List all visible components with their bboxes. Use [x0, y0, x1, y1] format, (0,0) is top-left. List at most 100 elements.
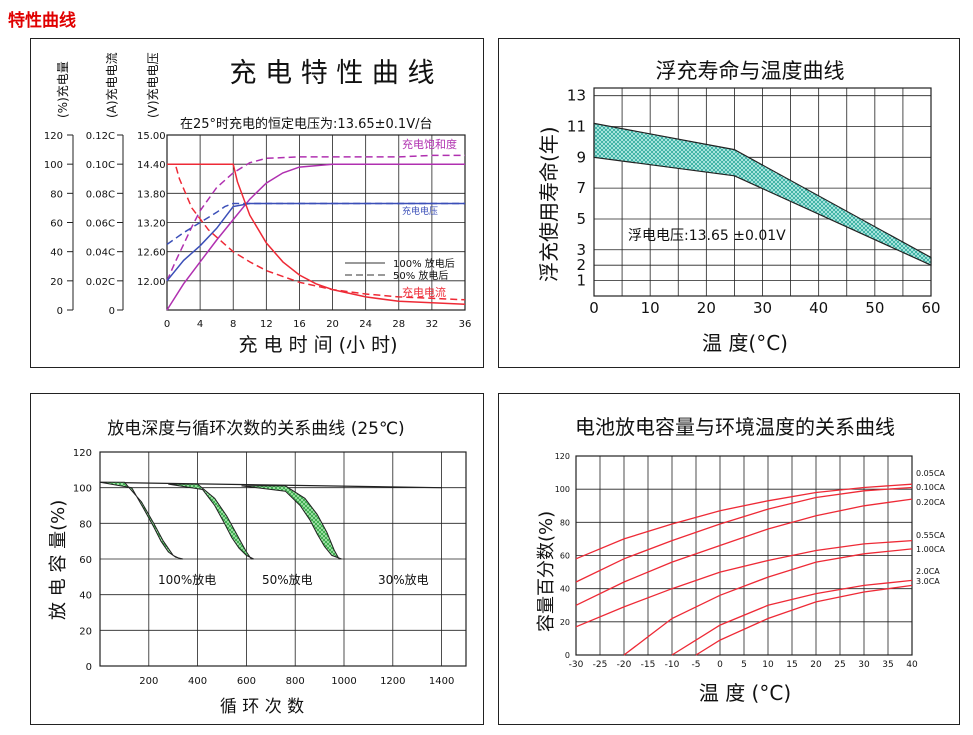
legend-solid-label: 100% 放电后 — [393, 257, 455, 270]
voltage-tick-label: 12.00 — [137, 277, 166, 288]
float-life-x-tick-label: 50 — [865, 299, 884, 317]
charge-axis-label-current: (A)充电电流 — [104, 52, 119, 118]
charge-x-tick-label: 36 — [459, 319, 472, 330]
current-tick-label: 0.02C — [86, 277, 115, 288]
temp-capacity-grid — [575, 455, 913, 656]
capacity-tick-label: 120 — [44, 131, 63, 142]
capacity-tick-label: 20 — [50, 277, 63, 288]
temp-capacity-x-tick-label: 5 — [741, 660, 747, 670]
charge-axis-label-capacity: (%)充电量 — [55, 61, 70, 118]
cycle-life-y-tick-label: 80 — [79, 519, 92, 530]
charge-ticks: 0 4 8 12 16 20 24 28 32 36 120 0.12C 15.00 100 0.10C 14… — [44, 131, 471, 330]
cycle-life-y-tick-label: 20 — [79, 626, 92, 637]
charge-x-tick-label: 12 — [260, 319, 273, 330]
voltage-tick-label: 14.40 — [137, 160, 166, 171]
capacity-tick-label: 40 — [50, 248, 63, 259]
float-life-band — [593, 122, 932, 267]
float-life-y-tick-label: 11 — [567, 118, 586, 136]
float-life-x-tick-label: 20 — [697, 299, 716, 317]
temp-capacity-x-tick-label: 30 — [858, 660, 870, 670]
cycle-life-series — [99, 481, 442, 560]
temp-capacity-x-tick-label: -30 — [569, 660, 584, 670]
float-life-x-tick-label: 30 — [753, 299, 772, 317]
current-tick-label: 0.12C — [86, 131, 115, 142]
temp-capacity-series-line — [695, 584, 913, 656]
temp-capacity-ticks: -30 -25 -20 -15 -10 -5 0 5 10 15 20 25 30 35 40 0 20 40 60… — [555, 452, 946, 670]
annotation-current: 充电电流 — [402, 285, 446, 299]
temp-capacity-x-tick-label: 25 — [834, 660, 845, 670]
float-life-x-tick-label: 60 — [921, 299, 940, 317]
cycle-life-band-0 — [99, 481, 184, 560]
annotation-voltage: 充电电压 — [402, 205, 438, 217]
legend-dashed-label: 50% 放电后 — [393, 269, 448, 282]
capacity-tick-label: 80 — [50, 189, 63, 200]
current-tick-label: 0.08C — [86, 189, 115, 200]
float-life-ticks: 0 10 20 30 40 50 60 123 5 7 9 11 13 — [567, 87, 941, 317]
temp-capacity-series-line — [575, 498, 913, 606]
charge-x-tick-label: 4 — [197, 319, 203, 330]
charge-x-tick-label: 24 — [359, 319, 372, 330]
float-life-y-tick-label: 7 — [576, 179, 586, 197]
charge-x-tick-label: 8 — [230, 319, 236, 330]
cycle-life-y-label: 放 电 容 量(%) — [48, 500, 69, 620]
charge-title: 充 电 特 性 曲 线 — [230, 58, 435, 89]
charge-series-saturation-dashed — [166, 154, 465, 282]
temp-capacity-title: 电池放电容量与环境温度的关系曲线 — [575, 415, 895, 439]
float-life-x-label: 温 度(°C) — [702, 331, 788, 355]
cycle-life-x-tick-label: 200 — [139, 676, 158, 687]
temp-capacity-x-tick-label: -10 — [665, 660, 680, 670]
cycle-life-y-tick-label: 0 — [86, 662, 92, 673]
temp-capacity-series-label: 0.10CA — [916, 483, 945, 492]
temp-capacity-x-tick-label: -5 — [692, 660, 701, 670]
float-life-title: 浮充寿命与温度曲线 — [656, 59, 845, 83]
temp-capacity-series-label: 3.0CA — [916, 577, 940, 586]
voltage-tick-label: 13.80 — [137, 189, 166, 200]
temp-capacity-y-tick-label: 40 — [560, 585, 570, 594]
cycle-life-y-tick-label: 120 — [73, 448, 92, 459]
charge-series-current-dashed — [167, 163, 466, 301]
temp-capacity-series-label: 0.55CA — [916, 531, 945, 540]
temp-capacity-x-tick-label: 0 — [717, 660, 723, 670]
cycle-life-y-tick-label: 40 — [79, 591, 92, 602]
charge-x-tick-label: 0 — [164, 319, 170, 330]
cycle-life-top-line — [99, 481, 442, 489]
charge-series-voltage-dashed — [166, 202, 465, 246]
cycle-life-title: 放电深度与循环次数的关系曲线 (25℃) — [107, 419, 404, 439]
float-life-y-tick-label: 9 — [576, 148, 586, 166]
cycle-life-x-label: 循 环 次 数 — [220, 697, 304, 717]
float-life-x-tick-label: 10 — [641, 299, 660, 317]
temp-capacity-series-label: 2.0CA — [916, 567, 940, 576]
charge-x-tick-label: 16 — [293, 319, 306, 330]
temp-capacity-series-label: 0.05CA — [916, 469, 945, 478]
cycle-life-x-tick-label: 1400 — [429, 676, 454, 687]
cycle-life-x-tick-label: 1200 — [380, 676, 405, 687]
band-label-50: 50%放电 — [262, 572, 313, 587]
float-life-y-tick-label: 5 — [576, 210, 586, 228]
cycle-life-y-tick-label: 100 — [73, 484, 92, 495]
float-life-y-tick-label: 1 — [576, 272, 586, 290]
float-life-series — [593, 122, 932, 267]
temp-capacity-series-line — [623, 548, 913, 656]
capacity-tick-label: 100 — [44, 160, 63, 171]
float-life-y-label: 浮充使用寿命(年) — [537, 126, 561, 282]
charge-series-saturation-solid — [166, 163, 465, 311]
float-life-annotation: 浮电电压:13.65 ±0.01V — [628, 228, 786, 244]
cycle-life-y-tick-label: 60 — [79, 555, 92, 566]
temp-capacity-y-tick-label: 80 — [560, 518, 570, 527]
voltage-tick-label: 15.00 — [137, 131, 166, 142]
voltage-tick-label: 13.20 — [137, 219, 166, 230]
charge-x-tick-label: 32 — [426, 319, 439, 330]
charge-axis-label-voltage: (V)充电电压 — [145, 52, 160, 118]
temp-capacity-y-tick-label: 100 — [555, 485, 570, 494]
temp-capacity-x-label: 温 度 (°C) — [699, 681, 791, 705]
temp-capacity-x-tick-label: 20 — [810, 660, 822, 670]
cycle-life-x-tick-label: 1000 — [331, 676, 356, 687]
current-tick-label: 0.10C — [86, 160, 115, 171]
temp-capacity-x-tick-label: 40 — [906, 660, 918, 670]
float-life-x-tick-label: 40 — [809, 299, 828, 317]
temp-capacity-y-label: 容量百分数(%) — [536, 511, 557, 632]
capacity-tick-label: 60 — [50, 219, 63, 230]
